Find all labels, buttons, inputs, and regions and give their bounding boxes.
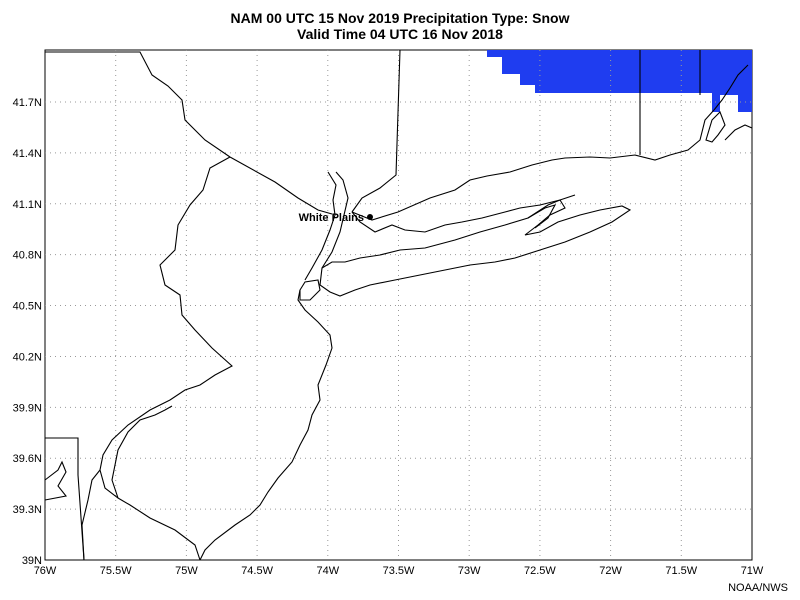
coastline-ri [705,111,726,143]
map-title-line2: Valid Time 04 UTC 16 Nov 2018 [297,26,503,42]
lon-label: 72W [599,565,622,577]
coastline-nj-atlantic [199,289,333,561]
coastline-ma [724,124,753,141]
state-border-ny-nj [229,156,333,215]
lon-label: 75.5W [100,565,132,577]
lon-label: 75W [175,565,198,577]
borders [44,49,753,561]
map-title-line1: NAM 00 UTC 15 Nov 2019 Precipitation Typ… [230,10,570,26]
lon-label: 76W [34,565,57,577]
lon-label: 72.5W [524,565,556,577]
latitude-labels: 39N 39.3N 39.6N 39.9N 40.2N 40.5N 40.8N 41.1N 41… [13,97,42,567]
long-island-north-shore [351,194,576,233]
state-border-md-de [45,437,85,561]
lat-label: 40.2N [13,351,42,363]
lat-label: 40.5N [13,301,42,313]
hudson-river-west [304,171,337,281]
lat-label: 39.3N [13,504,42,516]
lat-label: 39.9N [13,402,42,414]
lon-label: 74.5W [241,565,273,577]
staten-island [299,279,321,301]
location-dot [367,214,373,220]
credit-text: NOAA/NWS [728,582,788,594]
location-white-plains: White Plains [299,212,373,224]
coastline-delaware-bay-de [81,469,101,561]
lat-label: 39N [22,555,42,567]
long-island-north-fork [527,204,557,229]
lat-label: 39.6N [13,453,42,465]
lon-label: 71W [741,565,764,577]
snow-area-shape [487,50,752,112]
snow-area [487,50,752,112]
lat-label: 41.4N [13,148,42,160]
lon-label: 73W [458,565,481,577]
hudson-river-east [321,171,349,269]
coastline-ct [351,64,749,221]
lon-label: 73.5W [383,565,415,577]
longitude-labels: 76W 75.5W 75W 74.5W 74W 73.5W 73W 72.5W 72W 71.5W… [34,565,764,577]
lon-label: 74W [316,565,339,577]
state-border-ny-pa [45,51,231,158]
coastline-chesapeake [44,460,67,501]
location-label: White Plains [299,212,364,224]
graticule [45,50,752,560]
state-border-ny-ct [351,49,401,213]
lat-label: 41.7N [13,97,42,109]
lat-label: 41.1N [13,199,42,211]
coastline-delaware-bay-nj [111,405,173,499]
lat-label: 40.8N [13,250,42,262]
lon-label: 71.5W [665,565,697,577]
border-delaware-river [99,156,233,561]
long-island [319,199,632,297]
